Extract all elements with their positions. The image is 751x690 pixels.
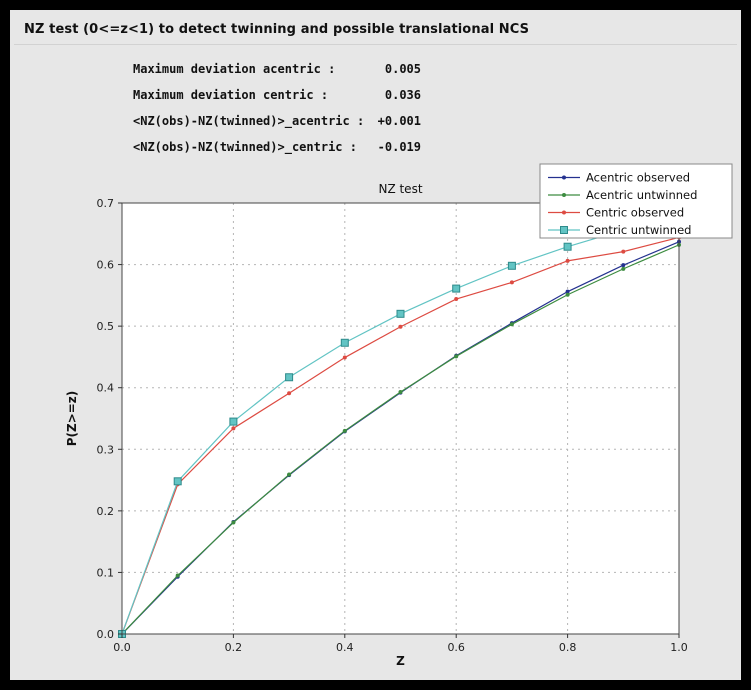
plot-area xyxy=(122,203,679,634)
axis-tick-labels: 0.0 0.2 0.4 0.6 0.8 1.0 0.0 0.1 0.2 0.3 0.4 0.5 0.6 0… xyxy=(97,197,688,654)
svg-text:0.4: 0.4 xyxy=(97,382,115,395)
legend-label: Acentric observed xyxy=(586,171,690,185)
axis-ticks xyxy=(118,202,680,638)
svg-text:0.0: 0.0 xyxy=(97,628,115,641)
chart-legend: Acentric observed Acentric untwinned Centr… xyxy=(539,163,733,239)
stat-label: Maximum deviation acentric : xyxy=(133,62,336,76)
stat-label: <NZ(obs)-NZ(twinned)>_centric : xyxy=(133,140,357,154)
stat-label: <NZ(obs)-NZ(twinned)>_acentric : xyxy=(133,114,365,128)
legend-dot-marker xyxy=(562,193,566,197)
stat-row: <NZ(obs)-NZ(twinned)>_acentric : +0.001 xyxy=(133,108,421,134)
svg-text:1.0: 1.0 xyxy=(670,641,688,654)
stat-label: Maximum deviation centric : xyxy=(133,88,329,102)
report-header: NZ test (0<=z<1) to detect twinning and … xyxy=(24,22,727,37)
svg-text:0.7: 0.7 xyxy=(97,197,115,210)
x-axis-label: Z xyxy=(396,654,405,668)
report-panel: NZ test (0<=z<1) to detect twinning and … xyxy=(10,10,741,680)
legend-label: Acentric untwinned xyxy=(586,188,697,202)
page-title: NZ test (0<=z<1) to detect twinning and … xyxy=(24,22,530,37)
svg-text:0.2: 0.2 xyxy=(97,505,115,518)
svg-text:0.4: 0.4 xyxy=(336,641,354,654)
y-axis-label: P(Z>=z) xyxy=(65,391,79,447)
stat-value: +0.001 xyxy=(377,114,421,128)
stat-row: Maximum deviation acentric : 0.005 xyxy=(133,56,421,82)
stat-value: -0.019 xyxy=(377,140,421,154)
legend-label: Centric observed xyxy=(586,206,684,220)
svg-text:0.6: 0.6 xyxy=(447,641,465,654)
plot-frame xyxy=(121,202,680,635)
stat-value: 0.036 xyxy=(384,88,421,102)
legend-dot-marker xyxy=(562,175,566,180)
legend-label: Centric untwinned xyxy=(586,223,691,237)
svg-text:0.0: 0.0 xyxy=(113,641,131,654)
svg-text:0.6: 0.6 xyxy=(97,259,115,272)
legend-dot-marker xyxy=(562,210,566,215)
svg-text:0.2: 0.2 xyxy=(225,641,243,654)
stats-block: Maximum deviation acentric : 0.005 Maxim… xyxy=(133,56,421,160)
nz-test-chart: 0.0 0.2 0.4 0.6 0.8 1.0 0.0 0.1 0.2 0.3 0.4 0.5 0.6 0… xyxy=(65,163,733,668)
stat-value: 0.005 xyxy=(384,62,421,76)
svg-text:0.8: 0.8 xyxy=(559,641,577,654)
svg-text:0.3: 0.3 xyxy=(97,443,115,456)
svg-text:0.1: 0.1 xyxy=(97,566,115,579)
svg-text:0.5: 0.5 xyxy=(97,320,115,333)
legend-square-marker xyxy=(560,226,568,234)
header-divider xyxy=(14,44,737,45)
stat-row: Maximum deviation centric : 0.036 xyxy=(133,82,421,108)
stat-row: <NZ(obs)-NZ(twinned)>_centric : -0.019 xyxy=(133,134,421,160)
chart-title: NZ test xyxy=(378,182,422,196)
